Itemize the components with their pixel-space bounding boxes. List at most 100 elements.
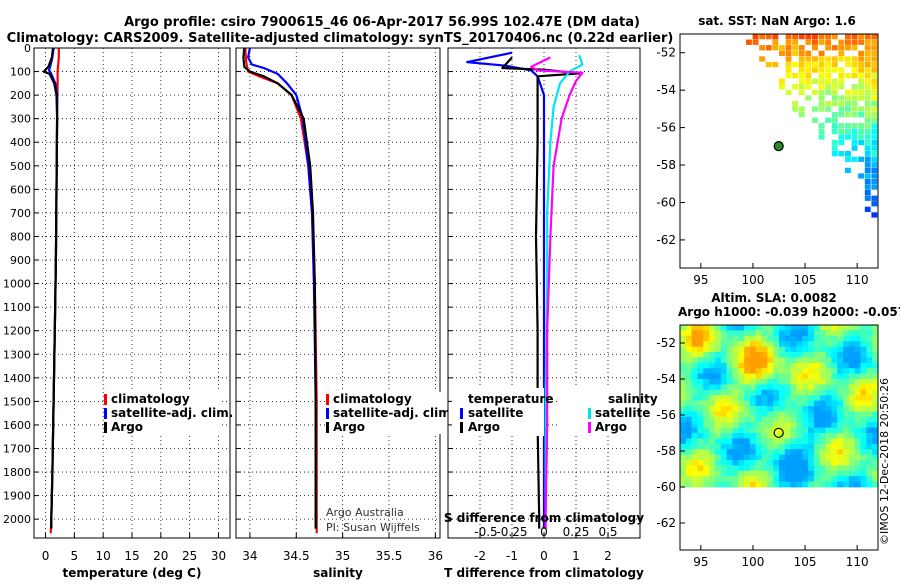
sst-cell	[746, 39, 752, 45]
sla-cell	[680, 411, 687, 418]
sla-cell	[779, 481, 786, 488]
y-tick-label: 400	[10, 136, 31, 149]
sla-cell	[697, 341, 704, 347]
sst-cell	[831, 139, 838, 146]
sla-cell	[819, 368, 826, 374]
sla-cell	[680, 454, 687, 461]
sla-cell	[796, 481, 803, 488]
x-tick-label: 105	[794, 273, 817, 287]
sst-cell	[812, 117, 818, 123]
sst-cell	[792, 106, 799, 112]
sst-cell	[798, 67, 805, 73]
sst-cell	[838, 95, 845, 101]
sst-cell	[818, 39, 825, 45]
sla-cell	[819, 325, 826, 331]
sla-cell	[726, 335, 733, 342]
sla-cell	[767, 389, 774, 396]
sla-cell	[749, 470, 757, 477]
sla-cell	[697, 427, 704, 434]
sla-cell	[784, 454, 791, 461]
sla-cell	[697, 465, 704, 472]
sst-cell	[759, 34, 766, 40]
sla-cell	[685, 341, 692, 347]
sla-cell	[819, 384, 826, 391]
sla-cell	[738, 422, 745, 428]
sst-cell	[792, 50, 799, 56]
sla-cell	[761, 406, 768, 412]
sla-cell	[831, 341, 838, 347]
sla-cell	[819, 460, 826, 466]
sla-cell	[831, 400, 838, 407]
sst-cell	[851, 134, 858, 140]
sla-cell	[749, 362, 757, 369]
sla-cell	[819, 346, 826, 353]
sst-cell	[818, 106, 825, 112]
sla-cell	[761, 400, 768, 407]
sla-cell	[854, 379, 861, 385]
sla-cell	[866, 325, 873, 331]
sla-cell	[720, 379, 727, 385]
sst-cell	[864, 84, 871, 90]
legend-backdrop	[109, 392, 219, 406]
sla-cell	[872, 411, 878, 418]
sla-cell	[854, 449, 861, 455]
sst-cell	[871, 95, 878, 101]
sla-cell	[691, 325, 698, 331]
sla-cell	[779, 454, 786, 461]
sst-cell	[831, 67, 838, 73]
x-tick-label: 34	[242, 549, 257, 563]
sla-cell	[767, 476, 774, 482]
sst-cell	[851, 34, 858, 40]
sla-cell	[802, 400, 809, 407]
sla-cell	[738, 438, 745, 445]
sla-cell	[749, 341, 757, 347]
sla-cell	[680, 400, 687, 407]
sla-cell	[784, 335, 791, 342]
sla-cell	[808, 460, 815, 466]
sla-cell	[779, 330, 786, 337]
credit-line2: PI: Susan Wijffels	[326, 521, 420, 534]
sla-cell	[726, 341, 733, 347]
x-tick-label: 110	[846, 555, 869, 569]
sst-cell	[845, 56, 851, 62]
sla-cell	[749, 460, 757, 466]
sla-cell	[779, 416, 786, 423]
sla-cell	[761, 422, 768, 428]
difference-panel: -2 -1 0 1 2 T difference from climatology -0.5…	[444, 47, 658, 580]
sla-cell	[709, 400, 716, 407]
sla-cell	[837, 406, 844, 412]
sla-cell	[784, 346, 791, 353]
sla-cell	[866, 438, 873, 445]
sst-cell	[831, 100, 838, 107]
plot-area	[236, 48, 440, 538]
sla-cell	[831, 373, 838, 380]
sst-cell	[871, 139, 878, 146]
sla-cell	[854, 411, 861, 418]
sla-cell	[697, 476, 704, 482]
map-cells	[680, 325, 878, 488]
sla-cell	[802, 325, 809, 331]
sla-cell	[872, 379, 878, 385]
sla-cell	[714, 384, 722, 391]
sla-cell	[761, 325, 768, 331]
sla-cell	[714, 346, 722, 353]
sla-cell	[755, 368, 762, 374]
sla-cell	[767, 454, 774, 461]
sla-cell	[709, 341, 716, 347]
y-tick-label: 1400	[3, 372, 31, 385]
sla-cell	[703, 341, 710, 347]
sla-cell	[714, 325, 722, 331]
sla-cell	[685, 476, 692, 482]
sla-cell	[825, 476, 832, 482]
sla-cell	[819, 357, 826, 364]
sla-cell	[703, 438, 710, 445]
sla-cell	[732, 341, 739, 347]
sla-cell	[732, 389, 739, 396]
sla-cell	[843, 460, 850, 466]
sla-cell	[837, 335, 844, 342]
sla-cell	[680, 460, 687, 466]
sla-cell	[837, 384, 844, 391]
sla-cell	[714, 443, 722, 450]
map-title-title-line1: Altim. SLA: 0.0082	[711, 291, 837, 305]
y-tick-label: 600	[10, 183, 31, 196]
